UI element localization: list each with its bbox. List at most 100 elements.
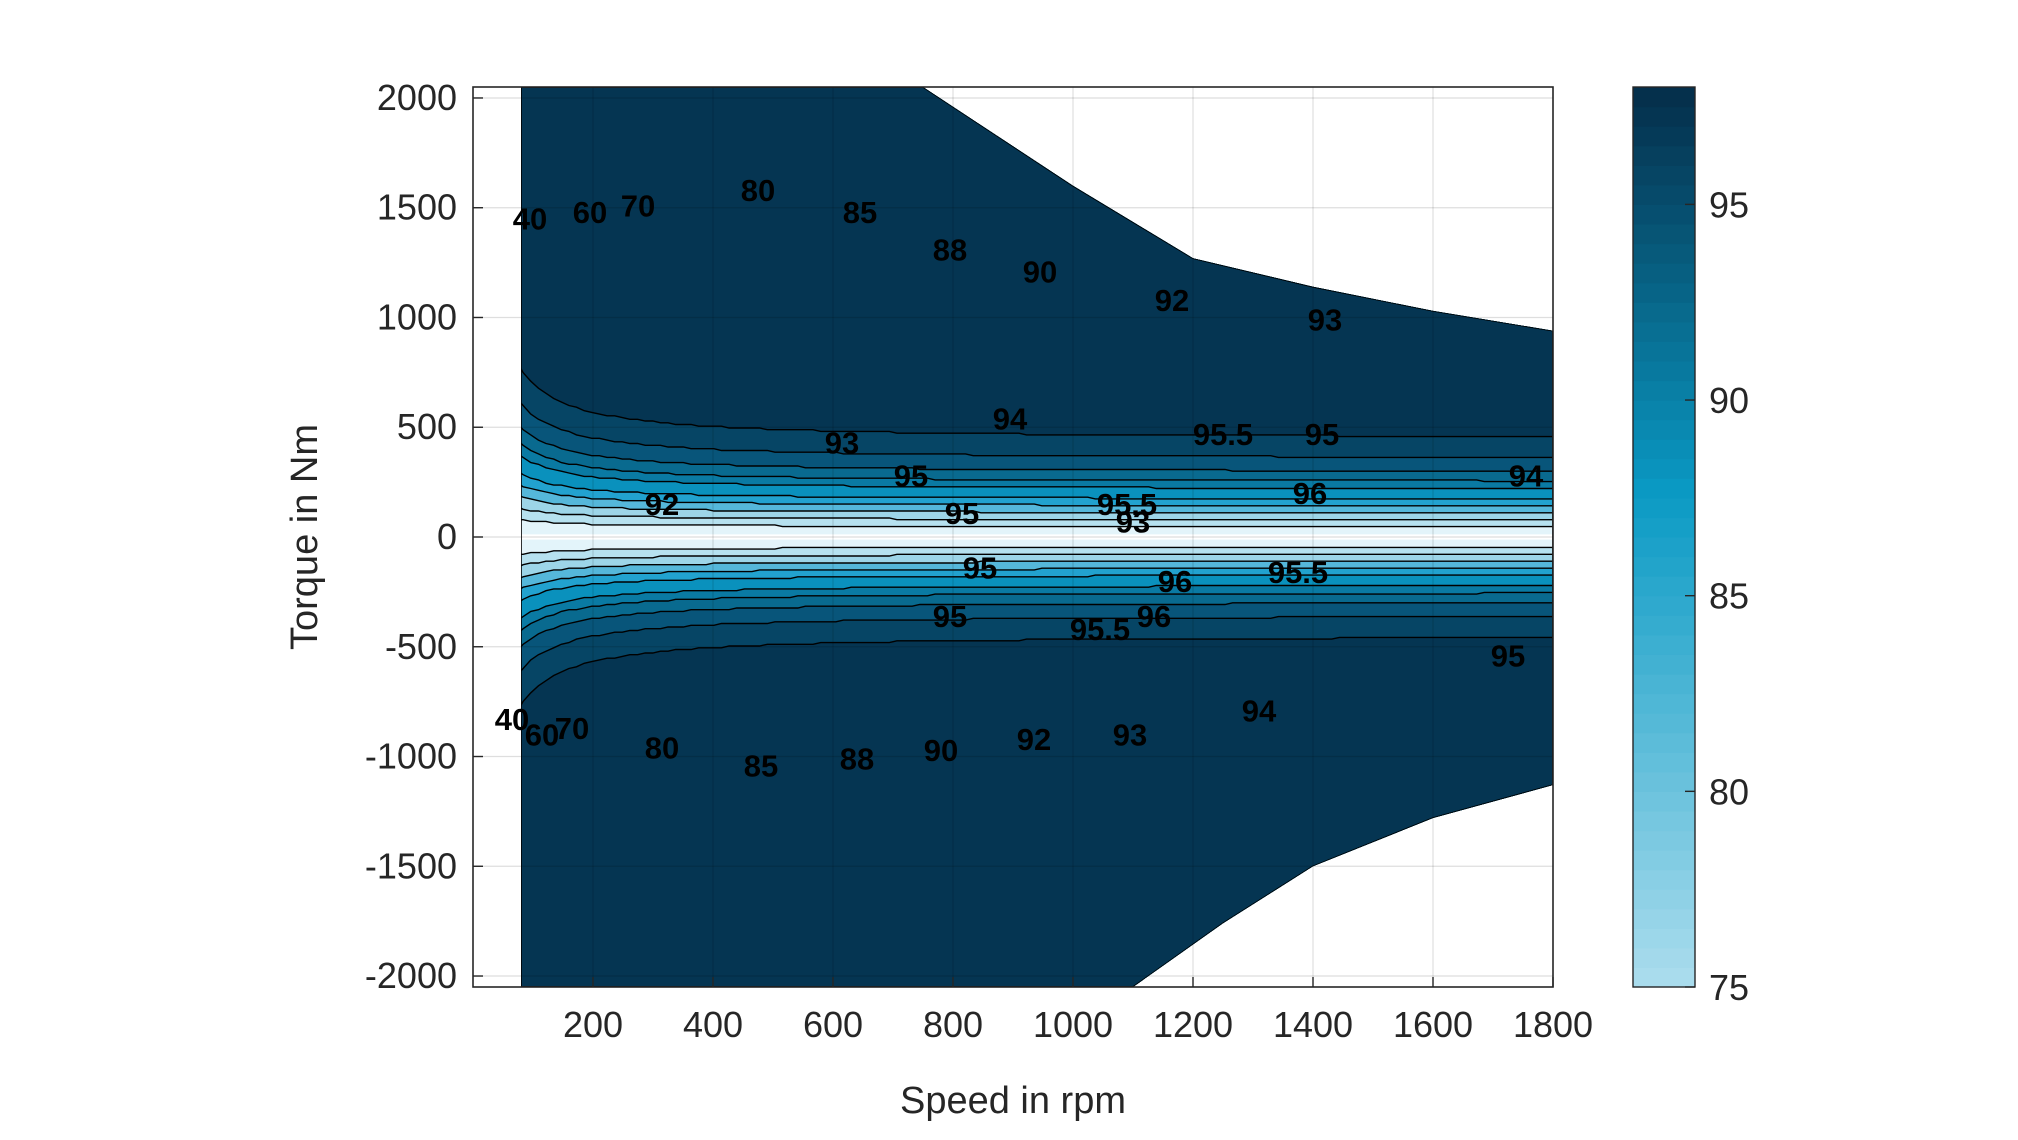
x-tick-label: 1600 bbox=[1393, 1004, 1473, 1045]
colorbar-band bbox=[1633, 556, 1695, 577]
y-tick-label: -1000 bbox=[365, 736, 457, 777]
colorbar-band bbox=[1633, 634, 1695, 655]
colorbar-band bbox=[1633, 615, 1695, 636]
colorbar-band bbox=[1633, 282, 1695, 303]
colorbar-band bbox=[1633, 497, 1695, 519]
contour-label: 95 bbox=[963, 551, 997, 586]
contour-label: 70 bbox=[555, 711, 589, 746]
contour-label: 85 bbox=[843, 195, 877, 230]
x-tick-label: 1400 bbox=[1273, 1004, 1353, 1045]
x-tick-label: 600 bbox=[803, 1004, 863, 1045]
contour-label: 90 bbox=[924, 733, 958, 768]
contour-label: 94 bbox=[993, 401, 1028, 436]
colorbar-band bbox=[1633, 928, 1695, 949]
colorbar-tick-label: 95 bbox=[1709, 184, 1749, 225]
colorbar-band bbox=[1633, 732, 1695, 753]
colorbar-band bbox=[1633, 263, 1695, 284]
colorbar-band bbox=[1633, 302, 1695, 323]
contour-label: 88 bbox=[840, 742, 874, 777]
colorbar-tick-label: 75 bbox=[1709, 967, 1749, 1008]
x-axis-title: Speed in rpm bbox=[900, 1080, 1126, 1122]
colorbar-band bbox=[1633, 380, 1695, 401]
colorbar-band bbox=[1633, 947, 1695, 969]
grid-lines bbox=[473, 87, 1554, 987]
contour-label: 60 bbox=[525, 718, 559, 753]
colorbar-band bbox=[1633, 673, 1695, 695]
colorbar-band bbox=[1633, 693, 1695, 714]
contour-label: 95.5 bbox=[1193, 417, 1253, 452]
x-tick-label: 400 bbox=[683, 1004, 743, 1045]
colorbar-band bbox=[1633, 87, 1695, 108]
colorbar-band bbox=[1633, 126, 1695, 147]
contour-label: 70 bbox=[621, 189, 655, 224]
colorbar-band bbox=[1633, 752, 1695, 773]
colorbar-band bbox=[1633, 145, 1695, 166]
contour-label: 93 bbox=[825, 426, 859, 461]
y-tick-label: 1000 bbox=[377, 296, 457, 337]
contour-label: 80 bbox=[645, 731, 679, 766]
y-tick-label: 2000 bbox=[377, 77, 457, 118]
contour-label: 85 bbox=[744, 748, 778, 783]
contour-label: 93 bbox=[1308, 303, 1342, 338]
contour-label: 96 bbox=[1137, 599, 1171, 634]
contour-label: 95 bbox=[945, 496, 979, 531]
contour-label: 96 bbox=[1158, 564, 1192, 599]
contour-label: 80 bbox=[741, 173, 775, 208]
colorbar-band bbox=[1633, 713, 1695, 734]
x-axis-ticks: 200 400 600 800 1000 1200 1400 1600 1800 bbox=[563, 977, 1593, 1045]
contour-label: 60 bbox=[573, 195, 607, 230]
colorbar-band bbox=[1633, 106, 1695, 127]
colorbar-band bbox=[1633, 771, 1695, 792]
contour-label: 95 bbox=[894, 459, 928, 494]
y-axis-ticks: -2000 -1500 -1000 -500 0 500 1000 1500 2000 bbox=[365, 77, 483, 996]
colorbar-band bbox=[1633, 537, 1695, 558]
x-tick-label: 800 bbox=[923, 1004, 983, 1045]
colorbar-band bbox=[1633, 810, 1695, 832]
colorbar-band bbox=[1633, 360, 1695, 382]
colorbar-band bbox=[1633, 223, 1695, 245]
contour-label: 90 bbox=[1023, 254, 1057, 289]
colorbar: 75 80 85 90 95 bbox=[1632, 86, 1749, 1008]
colorbar-band bbox=[1633, 576, 1695, 597]
contour-label: 40 bbox=[513, 202, 547, 237]
colorbar-tick-label: 90 bbox=[1709, 380, 1749, 421]
y-tick-label: -2000 bbox=[365, 955, 457, 996]
zero-torque-strip bbox=[521, 534, 1553, 540]
y-tick-label: 0 bbox=[437, 516, 457, 557]
y-tick-label: -500 bbox=[385, 626, 457, 667]
x-tick-label: 1200 bbox=[1153, 1004, 1233, 1045]
contour-label: 95.5 bbox=[1097, 487, 1157, 522]
contour-label: 95.5 bbox=[1268, 555, 1328, 590]
colorbar-band bbox=[1633, 165, 1695, 186]
contour-label: 95.5 bbox=[1070, 612, 1130, 647]
colorbar-band bbox=[1633, 478, 1695, 499]
colorbar-band bbox=[1633, 967, 1695, 988]
colorbar-band bbox=[1633, 321, 1695, 342]
x-tick-label: 200 bbox=[563, 1004, 623, 1045]
colorbar-band bbox=[1633, 654, 1695, 675]
contour-label: 93 bbox=[1113, 718, 1147, 753]
y-axis-title: Torque in Nm bbox=[284, 424, 326, 650]
colorbar-band bbox=[1633, 517, 1695, 538]
contour-label: 93 bbox=[1116, 505, 1150, 540]
contour-label: 40 bbox=[495, 702, 529, 737]
contour-label: 96 bbox=[1293, 476, 1327, 511]
contour-label: 88 bbox=[933, 232, 967, 267]
colorbar-tick-label: 80 bbox=[1709, 771, 1749, 812]
colorbar-band bbox=[1633, 458, 1695, 479]
colorbar-band bbox=[1633, 341, 1695, 362]
contour-label: 92 bbox=[1017, 722, 1051, 757]
colorbar-band bbox=[1633, 184, 1695, 205]
colorbar-band bbox=[1633, 850, 1695, 871]
y-tick-label: -1500 bbox=[365, 845, 457, 886]
colorbar-band bbox=[1633, 400, 1695, 421]
x-tick-label: 1000 bbox=[1033, 1004, 1113, 1045]
colorbar-band bbox=[1633, 908, 1695, 929]
colorbar-band bbox=[1633, 439, 1695, 460]
contour-label: 94 bbox=[1509, 459, 1544, 494]
y-tick-label: 500 bbox=[397, 406, 457, 447]
x-tick-label: 1800 bbox=[1513, 1004, 1593, 1045]
